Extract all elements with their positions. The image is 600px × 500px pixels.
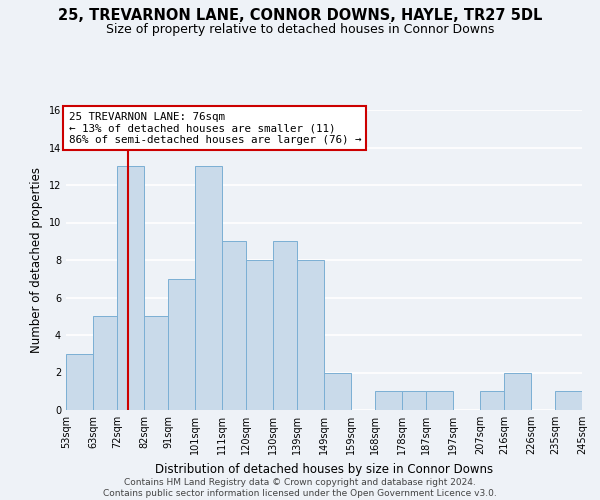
Bar	[375, 391, 402, 410]
Bar	[144, 316, 168, 410]
Bar	[324, 372, 351, 410]
Bar	[117, 166, 144, 410]
Bar	[297, 260, 324, 410]
Text: 25, TREVARNON LANE, CONNOR DOWNS, HAYLE, TR27 5DL: 25, TREVARNON LANE, CONNOR DOWNS, HAYLE,…	[58, 8, 542, 22]
Bar	[66, 354, 93, 410]
Bar	[426, 391, 453, 410]
Text: Contains HM Land Registry data © Crown copyright and database right 2024.
Contai: Contains HM Land Registry data © Crown c…	[103, 478, 497, 498]
Bar	[273, 242, 297, 410]
Bar	[555, 391, 582, 410]
Bar	[222, 242, 246, 410]
Bar	[402, 391, 426, 410]
Text: 25 TREVARNON LANE: 76sqm
← 13% of detached houses are smaller (11)
86% of semi-d: 25 TREVARNON LANE: 76sqm ← 13% of detach…	[68, 112, 361, 144]
Bar	[195, 166, 222, 410]
X-axis label: Distribution of detached houses by size in Connor Downs: Distribution of detached houses by size …	[155, 462, 493, 475]
Text: Size of property relative to detached houses in Connor Downs: Size of property relative to detached ho…	[106, 22, 494, 36]
Bar	[480, 391, 504, 410]
Y-axis label: Number of detached properties: Number of detached properties	[30, 167, 43, 353]
Bar	[168, 279, 195, 410]
Bar	[504, 372, 531, 410]
Bar	[93, 316, 117, 410]
Bar	[246, 260, 273, 410]
